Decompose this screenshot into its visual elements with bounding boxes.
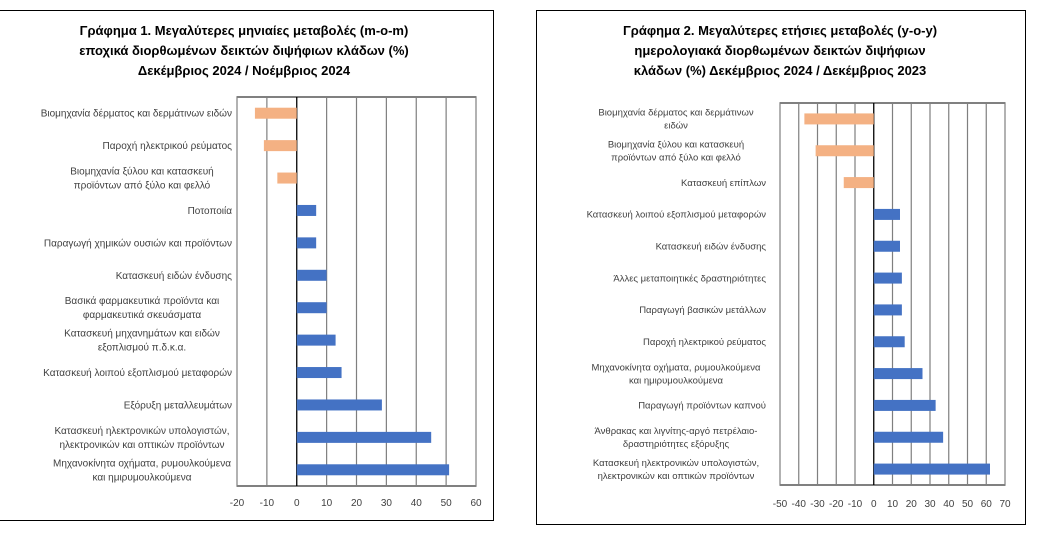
chart-1-bar <box>296 464 450 476</box>
chart-1-category-label: Βιομηχανία ξύλου και κατασκευή <box>70 166 214 178</box>
chart-2-bar <box>873 368 923 380</box>
chart-1-title-line-3: Δεκέμβριος 2024 / Νοέμβριος 2024 <box>137 63 351 78</box>
chart-2-xtick-label: 0 <box>871 499 877 510</box>
chart-1-category-label: Βασικά φαρμακευτικά προϊόντα και <box>65 295 220 307</box>
chart-1-xtick-label: 50 <box>441 498 453 509</box>
chart-2-bar <box>804 113 874 125</box>
chart-2-category-label: Κατασκευή λοιπού εξοπλισμού μεταφορών <box>587 210 767 221</box>
chart-2-xtick-label: -10 <box>848 499 863 510</box>
chart-2-xtick-label: -40 <box>792 499 807 510</box>
chart-1-xtick-label: 40 <box>411 498 423 509</box>
chart-1-xtick-label: -10 <box>260 498 275 509</box>
chart-2-title-line-2: ημερολογιακά διορθωμένων δεικτών διψήφιω… <box>634 43 926 58</box>
chart-2-xtick-label: -50 <box>773 499 788 510</box>
chart-2-category-label: δραστηριότητες εξόρυξης <box>623 439 730 450</box>
chart-1-bar <box>296 269 327 281</box>
chart-1-title: Γράφημα 1. Μεγαλύτερες μηνιαίες μεταβολέ… <box>0 21 491 81</box>
chart-1-category-label: Κατασκευή μηχανημάτων και ειδών <box>64 328 220 340</box>
chart-2-bar <box>873 208 900 220</box>
chart-2-title-line-3: κλάδων (%) Δεκέμβριος 2024 / Δεκέμβριος … <box>633 63 927 78</box>
chart-2-xtick-label: 60 <box>981 499 993 510</box>
chart-1-category-label: προϊόντων από ξύλο και φελλό <box>74 180 211 192</box>
chart-1-bar <box>296 204 317 216</box>
chart-2-category-label: και ημιρυμουλκούμενα <box>629 375 724 386</box>
chart-1-xtick-label: 0 <box>294 498 300 509</box>
chart-1-category-label: φαρμακευτικά σκευάσματα <box>83 309 201 321</box>
chart-1-bar <box>296 399 382 411</box>
chart-2-xtick-label: 20 <box>906 499 918 510</box>
chart-1-category-label: Μηχανοκίνητα οχήματα, ρυμουλκούμενα <box>53 457 231 469</box>
chart-1-bar <box>277 172 297 184</box>
chart-2-category-label: Κατασκευή ειδών ένδυσης <box>656 242 767 253</box>
chart-2-xtick-label: -30 <box>810 499 825 510</box>
chart-2-xtick-label: -20 <box>829 499 844 510</box>
chart-2-xtick-label: 50 <box>962 499 974 510</box>
chart-2-bar <box>873 304 902 316</box>
chart-1-category-label: Παραγωγή χημικών ουσιών και προϊόντων <box>44 237 232 249</box>
chart-1-panel: Γράφημα 1. Μεγαλύτερες μηνιαίες μεταβολέ… <box>0 10 494 521</box>
chart-2-category-label: Άνθρακας και λιγνίτης-αργό πετρέλαιο- <box>595 426 758 437</box>
chart-1-category-label: Κατασκευή ηλεκτρονικών υπολογιστών, <box>54 425 229 437</box>
chart-1-title-line-2: εποχικά διορθωμένων δεικτών διψήφιων κλά… <box>79 43 409 58</box>
chart-1-xtick-label: 30 <box>381 498 393 509</box>
chart-1-xtick-label: -20 <box>230 498 245 509</box>
chart-1-category-label: και ημιρυμουλκούμενα <box>92 471 191 483</box>
chart-1-xtick-label: 20 <box>351 498 363 509</box>
chart-1-category-label: Κατασκευή ειδών ένδυσης <box>116 270 232 282</box>
chart-1-bar <box>296 431 432 443</box>
chart-2-category-label: ηλεκτρονικών και οπτικών προϊόντων <box>598 471 755 482</box>
chart-1-plot: -20 -10 0 10 20 30 40 50 60 Βιομηχανία δέρματος κ… <box>41 96 482 509</box>
chart-2-category-label: Βιομηχανία ξύλου και κατασκευή <box>608 140 744 151</box>
chart-1-category-label: Βιομηχανία δέρματος και δερμάτινων ειδών <box>41 108 232 120</box>
chart-1-xtick-label: 60 <box>470 498 482 509</box>
chart-2-category-label: Παροχή ηλεκτρικού ρεύματος <box>643 337 766 348</box>
chart-1-category-label: Εξόρυξη μεταλλευμάτων <box>124 399 232 411</box>
chart-2-bar <box>815 145 874 157</box>
chart-1-bar <box>296 334 336 346</box>
chart-2-category-label: Παραγωγή προϊόντων καπνού <box>638 401 766 412</box>
chart-2-category-label: Βιομηχανία δέρματος και δερμάτινων <box>598 108 754 119</box>
chart-2-category-label: Κατασκευή ηλεκτρονικών υπολογιστών, <box>593 458 759 469</box>
chart-1-category-label: ηλεκτρονικών και οπτικών προϊόντων <box>59 439 224 451</box>
chart-1-category-label: Κατασκευή λοιπού εξοπλισμού μεταφορών <box>43 367 232 379</box>
chart-2-category-label: Άλλες μεταποιητικές δραστηριότητες <box>613 273 766 284</box>
chart-2-bar <box>873 240 900 252</box>
chart-2-bar <box>873 431 944 443</box>
chart-2-bar <box>873 399 936 411</box>
chart-1-xtick-label: 10 <box>321 498 333 509</box>
chart-1-bar <box>254 107 297 119</box>
chart-2-plot: -50 -40 -30 -20 -10 0 10 20 30 40 50 60 70 Βιομηχανία… <box>587 102 1011 510</box>
chart-2-xtick-label: 70 <box>999 499 1011 510</box>
chart-2-category-label: προϊόντων από ξύλο και φελλό <box>611 153 741 164</box>
chart-2-xtick-label: 30 <box>924 499 936 510</box>
chart-2-bar <box>873 272 902 284</box>
chart-2-category-label: Παραγωγή βασικών μετάλλων <box>639 305 766 316</box>
chart-2-bar <box>843 177 874 189</box>
chart-1-bar <box>296 237 317 249</box>
chart-2-title-line-1: Γράφημα 2. Μεγαλύτερες ετήσιες μεταβολές… <box>622 23 938 38</box>
chart-2-bar <box>873 463 990 475</box>
chart-2-panel: Γράφημα 2. Μεγαλύτερες ετήσιες μεταβολές… <box>536 10 1026 525</box>
chart-1-category-label: εξοπλισμού π.δ.κ.α. <box>98 342 186 354</box>
chart-2-category-label: Μηχανοκίνητα οχήματα, ρυμουλκούμενα <box>591 362 761 373</box>
chart-1-bar <box>296 367 342 379</box>
chart-2-xtick-label: 40 <box>943 499 955 510</box>
chart-1-category-label: Παροχή ηλεκτρικού ρεύματος <box>103 140 233 152</box>
chart-1-bar <box>296 302 327 314</box>
chart-2-title: Γράφημα 2. Μεγαλύτερες ετήσιες μεταβολές… <box>537 21 1023 81</box>
chart-1-bar <box>263 140 297 152</box>
chart-1-title-line-1: Γράφημα 1. Μεγαλύτερες μηνιαίες μεταβολέ… <box>79 23 409 38</box>
chart-2-xtick-label: 10 <box>887 499 899 510</box>
chart-2-category-label: ειδών <box>664 121 688 132</box>
chart-2-bar <box>873 336 905 348</box>
chart-2-category-label: Κατασκευή επίπλων <box>681 178 766 189</box>
chart-1-category-label: Ποτοποιία <box>188 205 233 217</box>
